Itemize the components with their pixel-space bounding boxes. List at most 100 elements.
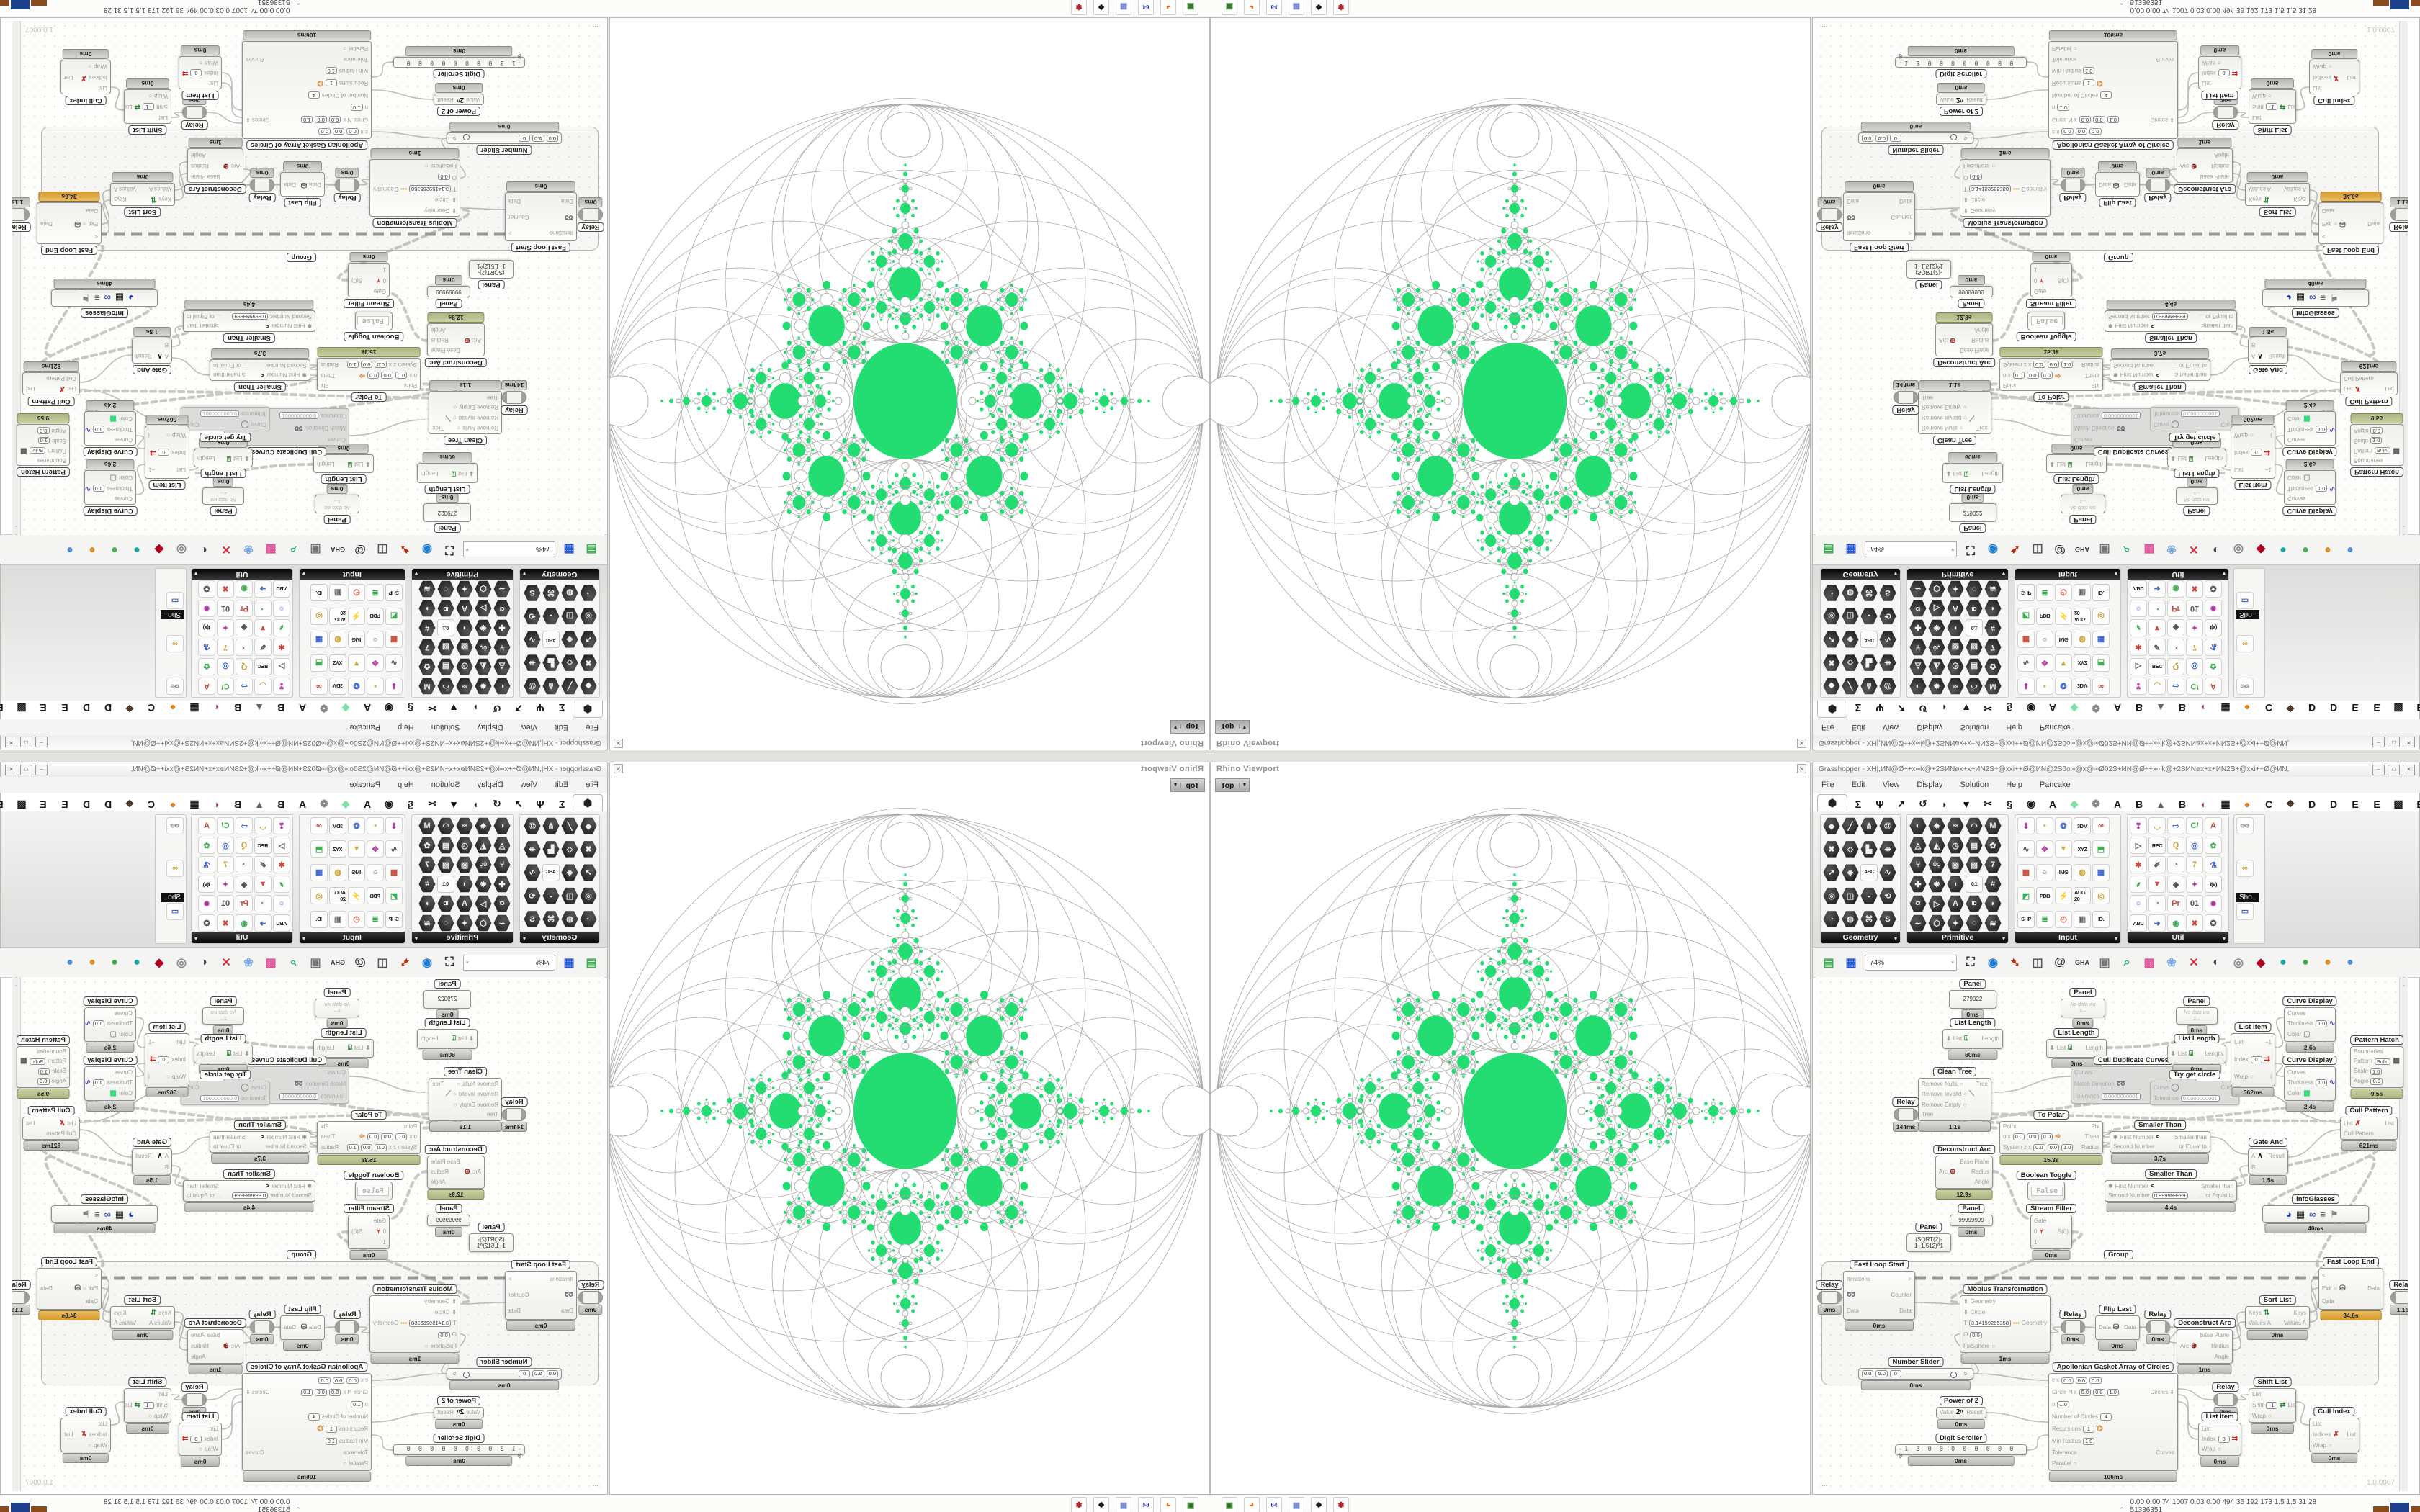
palette-icon[interactable]: ID <box>437 600 454 617</box>
component-tab[interactable]: ● <box>169 702 176 714</box>
palette-icon[interactable]: REC <box>254 658 272 675</box>
menu-solution[interactable]: Solution <box>1960 723 1989 732</box>
gha-icon[interactable]: GHA <box>2075 546 2089 553</box>
node-relay[interactable]: Relay 0ms <box>333 168 361 202</box>
palette-icon[interactable]: ⸙ <box>273 876 290 893</box>
component-tab[interactable]: D <box>2308 798 2316 810</box>
palette-label[interactable]: Primitive ▾ <box>412 932 513 943</box>
console-icon[interactable]: ▣ <box>1222 1497 1237 1512</box>
component-tab[interactable]: ❖ <box>2285 703 2295 714</box>
palette-icon[interactable]: ⚡ <box>348 607 365 625</box>
palette-icon[interactable]: ❂ <box>348 817 365 834</box>
component-tab[interactable]: E <box>2409 701 2420 715</box>
palette-icon[interactable]: ◷ <box>1947 658 1964 675</box>
canvas-menu-dots[interactable]: ... <box>592 24 599 32</box>
palette-icon[interactable]: ⑂ <box>493 639 511 656</box>
save-icon[interactable]: ▦ <box>563 957 575 969</box>
component-tab[interactable]: ◐ <box>212 702 220 714</box>
chevron-down-icon[interactable]: ▼ <box>1170 724 1181 729</box>
gem-icon[interactable]: ◆ <box>154 543 164 555</box>
palette-icon[interactable]: ⇨ <box>2167 678 2184 695</box>
palette-icon[interactable]: ◌ <box>1966 914 1983 932</box>
palette-icon[interactable]: ◫ <box>561 887 578 904</box>
component-tab[interactable]: Ψ <box>536 702 544 714</box>
palette-icon[interactable]: ▨ <box>456 856 473 873</box>
menu-file[interactable]: File <box>586 723 599 732</box>
component-tab[interactable]: ● <box>2244 798 2251 810</box>
node-boolean-toggle[interactable]: Boolean Toggle False <box>2016 1171 2076 1200</box>
palette-icon[interactable]: ◎ <box>2186 837 2203 854</box>
zoom-level-select[interactable]: 74% ▾ <box>1865 541 1957 557</box>
palette-icon[interactable]: ◈ <box>1842 631 1859 648</box>
node-sort-list[interactable]: Sort List Keys ⇅ Keys Values A Values A 0ms <box>2245 172 2310 217</box>
node-try-get-circle[interactable]: Try get circle Curve ◯ Circle Tolerance 0.000… <box>181 1070 270 1105</box>
at-icon[interactable]: @ <box>354 956 366 968</box>
viewport-mode-button[interactable]: Top ▼ <box>1215 778 1250 792</box>
save-icon[interactable]: ▦ <box>1845 957 1857 969</box>
palette-icon[interactable]: ∞ <box>2092 817 2110 834</box>
palette-icon[interactable]: ○ <box>273 895 290 912</box>
palette-icon[interactable]: SHP <box>2017 584 2035 602</box>
save-icon[interactable]: ▦ <box>1845 543 1857 555</box>
sphere-half-icon[interactable]: ◐ <box>2213 544 2220 556</box>
palette-icon[interactable]: ✦ <box>217 619 234 636</box>
palette-icon[interactable]: 7 <box>2186 639 2203 656</box>
palette-icon[interactable]: ⚡ <box>348 887 365 905</box>
wolf-icon[interactable]: ❖ <box>1311 0 1327 15</box>
sphere-green-icon[interactable]: ● <box>111 956 118 968</box>
palette-icon[interactable]: Pr <box>236 895 253 912</box>
node-relay[interactable]: Relay 0ms <box>248 1310 276 1344</box>
palette-icon[interactable]: ❂ <box>2055 678 2072 695</box>
palette-icon[interactable]: ◌ <box>1966 580 1983 598</box>
palette-icon[interactable]: ◐ <box>493 678 511 695</box>
node-smaller-than[interactable]: Smaller Than ✱ First Number < Smaller than Se… <box>2110 348 2210 392</box>
palette-icon[interactable]: ✸ <box>475 678 492 695</box>
node-panel[interactable]: Panel No data wa s... 0ms <box>315 988 359 1028</box>
palette-icon[interactable]: ∿ <box>1879 864 1896 881</box>
feather-icon[interactable]: ➴ <box>2010 957 2020 969</box>
palette-icon[interactable]: ✿ <box>2205 658 2222 675</box>
palette-label[interactable]: Util ▾ <box>192 569 292 580</box>
palette-icon[interactable]: ◒ <box>1860 887 1878 904</box>
menu-view[interactable]: View <box>520 723 538 732</box>
palette-icon[interactable]: Pr <box>2167 600 2184 617</box>
component-tab[interactable]: A <box>363 798 372 810</box>
grasshopper-titlebar[interactable]: Grasshopper - XH|,ИN@Ø÷+x∞k@+2SИNøx+x+ИN… <box>1 735 607 750</box>
component-tab[interactable]: ▼ <box>1961 702 1971 714</box>
palette-icon[interactable]: ◴ <box>348 910 365 928</box>
box-icon[interactable]: ◫ <box>2032 543 2043 555</box>
palette-icon[interactable]: ▭ <box>2236 902 2254 920</box>
palette-icon[interactable]: ∞ <box>2236 860 2254 878</box>
palette-icon[interactable]: ✚ <box>1909 619 1927 636</box>
sphere-wire-icon[interactable]: ◎ <box>2233 957 2244 969</box>
palette-icon[interactable]: ✥ <box>367 654 384 672</box>
node-power-of-2[interactable]: Power of 2 Value 2ⁿ Result 0ms <box>434 83 484 116</box>
palette-icon[interactable]: ◔ <box>254 600 272 617</box>
palette-icon[interactable]: ▩ <box>2017 863 2035 881</box>
node-relay[interactable]: Relay 0ms <box>577 1280 604 1315</box>
node-fast-loop-end[interactable]: Fast Loop End < Exit ○ ⛁ Data Data 34.6s <box>37 1257 102 1320</box>
package-icon[interactable]: ▩ <box>2143 543 2155 555</box>
palette-icon[interactable]: ◠ <box>437 678 454 695</box>
target-icon[interactable]: ✽ <box>1071 0 1087 15</box>
palette-icon[interactable]: ▨ <box>1947 856 1964 873</box>
component-tab[interactable]: ⬢ <box>573 794 603 811</box>
palette-icon[interactable]: ◫ <box>1842 887 1859 904</box>
palette-icon[interactable]: ◔ <box>254 895 272 912</box>
component-tab[interactable]: ❖ <box>125 703 135 714</box>
palette-icon[interactable]: ╱ <box>1842 817 1859 834</box>
palette-icon[interactable]: ✐ <box>2148 856 2166 873</box>
node-list-item[interactable]: List Item List Index 0 ⇉ Wrap ○ 0ms <box>2198 1412 2241 1467</box>
palette-icon[interactable]: ≋ <box>418 914 436 932</box>
palette-icon[interactable]: 88 <box>456 678 473 695</box>
palette-icon[interactable]: ◍ <box>329 863 346 881</box>
palette-icon[interactable]: A <box>198 817 215 834</box>
palette-icon[interactable]: ◇ <box>561 840 578 858</box>
palette-icon[interactable]: S <box>1879 584 1896 601</box>
palette-icon[interactable]: ◈ <box>1842 864 1859 881</box>
at-icon[interactable]: @ <box>2054 544 2066 556</box>
palette-icon[interactable]: A <box>2205 817 2222 834</box>
palette-label[interactable]: Primitive ▾ <box>1907 569 2008 580</box>
palette-icon[interactable]: ◎ <box>310 607 328 625</box>
menu-help[interactable]: Help <box>398 780 414 789</box>
